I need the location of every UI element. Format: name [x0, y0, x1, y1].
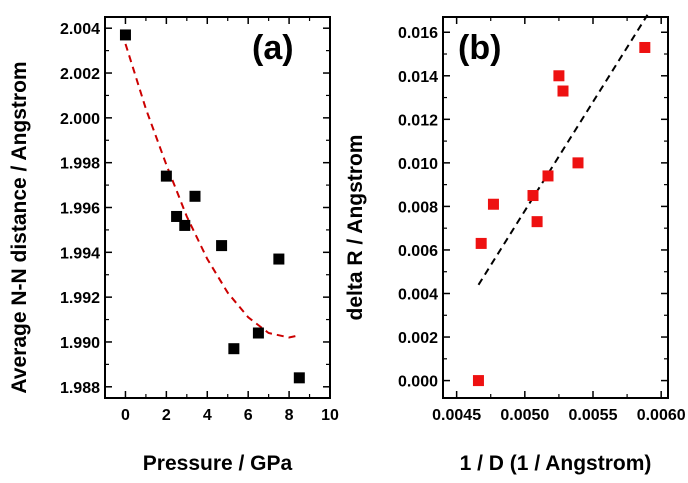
y-tick-label: 1.998: [60, 156, 100, 173]
data-point: [572, 157, 584, 169]
panel-label: (b): [458, 29, 501, 67]
data-point: [553, 70, 565, 82]
plot-frame: [104, 16, 331, 399]
data-point: [189, 190, 201, 202]
data-point: [487, 198, 499, 210]
data-point: [252, 327, 264, 339]
y-tick-label: 0.000: [398, 374, 438, 391]
data-point: [119, 29, 131, 41]
y-tick-label: 1.990: [60, 335, 100, 352]
y-tick-label: 1.994: [60, 245, 100, 262]
data-point: [531, 216, 543, 228]
data-point: [179, 219, 191, 231]
data-point: [171, 210, 183, 222]
panel-label: (a): [252, 29, 294, 67]
y-tick-label: 0.014: [398, 69, 438, 86]
data-point: [542, 170, 554, 182]
panel-b: 0.0045 0.0050 0.0055 0.0060 0.000 0.002 0.004 0…: [344, 14, 686, 475]
data-point: [273, 253, 285, 265]
y-axis-label: Average N-N distance / Angstrom: [8, 61, 31, 393]
y-tick-label: 0.004: [398, 286, 438, 303]
x-tick-label: 0.0055: [569, 407, 618, 424]
x-tick-label: 6: [244, 407, 253, 424]
y-tick-label: 2.000: [60, 111, 100, 128]
x-tick-label: 10: [321, 407, 339, 424]
data-point: [557, 85, 569, 97]
data-point: [216, 240, 228, 252]
data-point: [639, 41, 651, 53]
x-axis-label: 1 / D (1 / Angstrom): [460, 452, 652, 475]
y-tick-label: 0.016: [398, 25, 438, 42]
y-axis-label: delta R / Angstrom: [344, 135, 367, 321]
data-point: [475, 237, 487, 249]
y-tick-label: 0.010: [398, 156, 438, 173]
data-point: [160, 170, 172, 182]
data-point: [527, 190, 539, 202]
x-tick-label: 0.0050: [500, 407, 549, 424]
fit-line: [124, 43, 300, 339]
x-tick-label: 8: [285, 407, 294, 424]
y-tick-label: 0.002: [398, 330, 438, 347]
y-tick-label: 1.992: [60, 290, 100, 307]
x-tick-label: 2: [162, 407, 171, 424]
y-tick-label: 2.004: [60, 21, 100, 38]
panel-a: 0 2 4 6 8 10 1.988 1.990 1.992 1.994 1.996 1.998 2.0…: [8, 16, 339, 475]
x-axis-label: Pressure / GPa: [143, 452, 293, 475]
y-tick-label: 1.996: [60, 201, 100, 218]
data-point: [293, 372, 305, 384]
y-tick-label: 1.988: [60, 380, 100, 397]
y-tick-label: 0.006: [398, 243, 438, 260]
data-point: [472, 375, 484, 387]
fit-line: [477, 14, 649, 286]
x-tick-label: 4: [203, 407, 212, 424]
x-tick-label: 0: [121, 407, 130, 424]
x-tick-label: 0.0060: [637, 407, 686, 424]
x-tick-label: 0.0045: [432, 407, 481, 424]
y-tick-label: 0.008: [398, 199, 438, 216]
data-point: [228, 343, 240, 355]
plot-frame: [442, 16, 669, 399]
y-tick-label: 2.002: [60, 66, 100, 83]
y-tick-label: 0.012: [398, 112, 438, 129]
